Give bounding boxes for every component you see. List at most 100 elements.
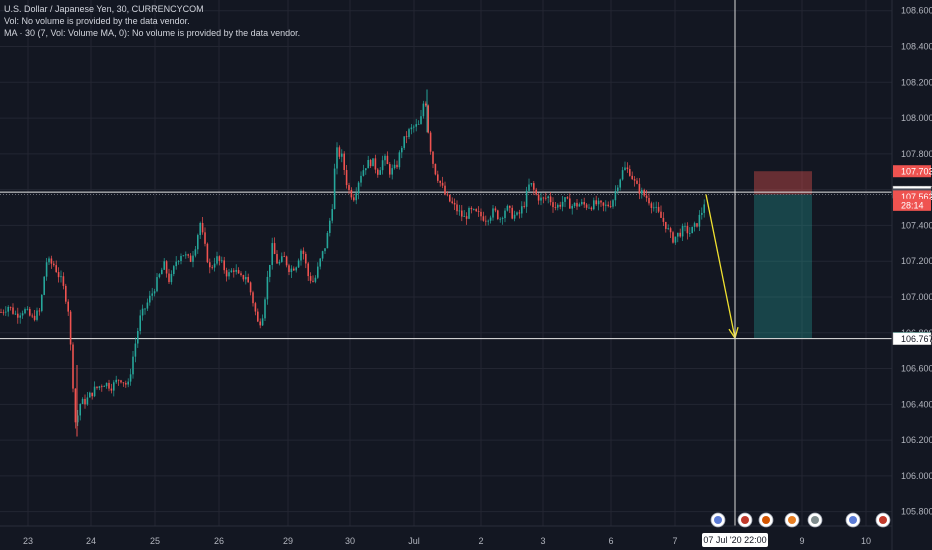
candle-body	[65, 285, 67, 302]
candle-body	[17, 313, 19, 318]
event-flag-icon	[741, 516, 749, 524]
candle-body	[660, 211, 662, 218]
candlestick-series	[0, 89, 705, 437]
candle-body	[605, 204, 607, 206]
candle-body	[139, 315, 141, 332]
candle-body	[607, 204, 609, 207]
candle-body	[667, 228, 669, 230]
candle-body	[146, 302, 149, 309]
time-tick-label: Jul	[408, 536, 420, 546]
candle-body	[446, 194, 449, 196]
candle-body	[429, 132, 432, 152]
candle-body	[439, 180, 441, 183]
take-profit-zone	[754, 194, 812, 339]
candle-body	[72, 344, 74, 389]
symbol-title[interactable]: U.S. Dollar / Japanese Yen, 30, CURRENCY…	[4, 4, 204, 14]
candle-body	[669, 228, 672, 233]
volume-legend[interactable]: Vol: No volume is provided by the data v…	[4, 16, 190, 26]
candle-body	[655, 206, 657, 208]
candle-body	[326, 232, 329, 249]
candle-body	[209, 262, 211, 268]
candle-body	[549, 196, 552, 203]
candle-body	[79, 404, 81, 416]
candle-body	[26, 308, 29, 310]
candle-body	[477, 211, 480, 213]
candle-body	[293, 268, 295, 271]
candle-body	[237, 270, 240, 274]
candle-body	[504, 210, 506, 219]
price-tick-label: 107.200	[901, 256, 932, 266]
candle-body	[657, 206, 660, 212]
candle-body	[218, 256, 221, 261]
candle-body	[165, 261, 168, 274]
candle-body	[247, 277, 249, 283]
candle-body	[619, 179, 621, 188]
time-tick-label: 30	[345, 536, 355, 546]
ma-legend[interactable]: MA · 30 (7, Vol: Volume MA, 0): No volum…	[4, 28, 301, 38]
candle-body	[93, 386, 96, 397]
candle-body	[393, 164, 396, 169]
candle-body	[559, 204, 561, 207]
candle-body	[432, 151, 434, 164]
candle-body	[679, 232, 681, 237]
candle-body	[595, 200, 597, 205]
candle-body	[602, 202, 605, 206]
candle-body	[425, 103, 427, 106]
candle-body	[105, 382, 108, 387]
candle-body	[2, 312, 5, 314]
candle-body	[108, 382, 110, 389]
candle-body	[475, 209, 477, 212]
price-tag-stop	[893, 165, 931, 178]
candle-body	[74, 388, 77, 423]
candle-body	[252, 292, 254, 304]
candle-body	[149, 295, 151, 303]
price-tick-label: 106.200	[901, 435, 932, 445]
candle-body	[513, 214, 516, 219]
candle-body	[369, 159, 372, 167]
candle-body	[137, 331, 139, 344]
candle-body	[701, 212, 703, 215]
time-tick-label: 29	[283, 536, 293, 546]
candle-body	[468, 207, 470, 219]
candle-body	[81, 398, 84, 405]
candle-body	[492, 208, 494, 218]
candle-body	[643, 190, 645, 196]
candle-body	[509, 205, 511, 208]
stop-loss-zone	[754, 171, 812, 195]
candle-body	[242, 275, 245, 280]
candle-body	[213, 263, 216, 268]
candle-body	[177, 261, 180, 262]
candle-body	[417, 123, 420, 125]
candle-body	[511, 207, 513, 219]
candle-body	[485, 220, 487, 222]
candle-body	[506, 205, 509, 211]
arrow-shaft	[705, 194, 736, 339]
time-tick-label: 9	[799, 536, 804, 546]
price-tag-label: 106.767	[901, 334, 932, 344]
candle-body	[696, 223, 698, 227]
candle-body	[259, 321, 261, 326]
candle-body	[41, 294, 43, 311]
candle-body	[185, 254, 187, 256]
candle-body	[554, 207, 557, 208]
candle-body	[427, 105, 429, 133]
candle-body	[204, 232, 206, 244]
time-tick-label: 7	[672, 536, 677, 546]
candle-body	[333, 168, 336, 209]
candle-body	[583, 201, 585, 205]
candle-body	[91, 392, 93, 397]
event-flag-icon	[762, 516, 770, 524]
price-axis[interactable]: 108.600108.400108.200108.000107.800107.6…	[891, 0, 932, 550]
candle-body	[302, 250, 305, 254]
candle-body	[216, 256, 218, 264]
crosshair-time-tag	[702, 533, 768, 547]
candle-body	[463, 216, 465, 217]
candle-body	[261, 318, 264, 326]
candle-body	[19, 315, 21, 318]
candle-body	[377, 169, 379, 175]
candle-body	[386, 155, 389, 165]
candle-body	[542, 197, 545, 199]
candle-body	[230, 270, 233, 273]
